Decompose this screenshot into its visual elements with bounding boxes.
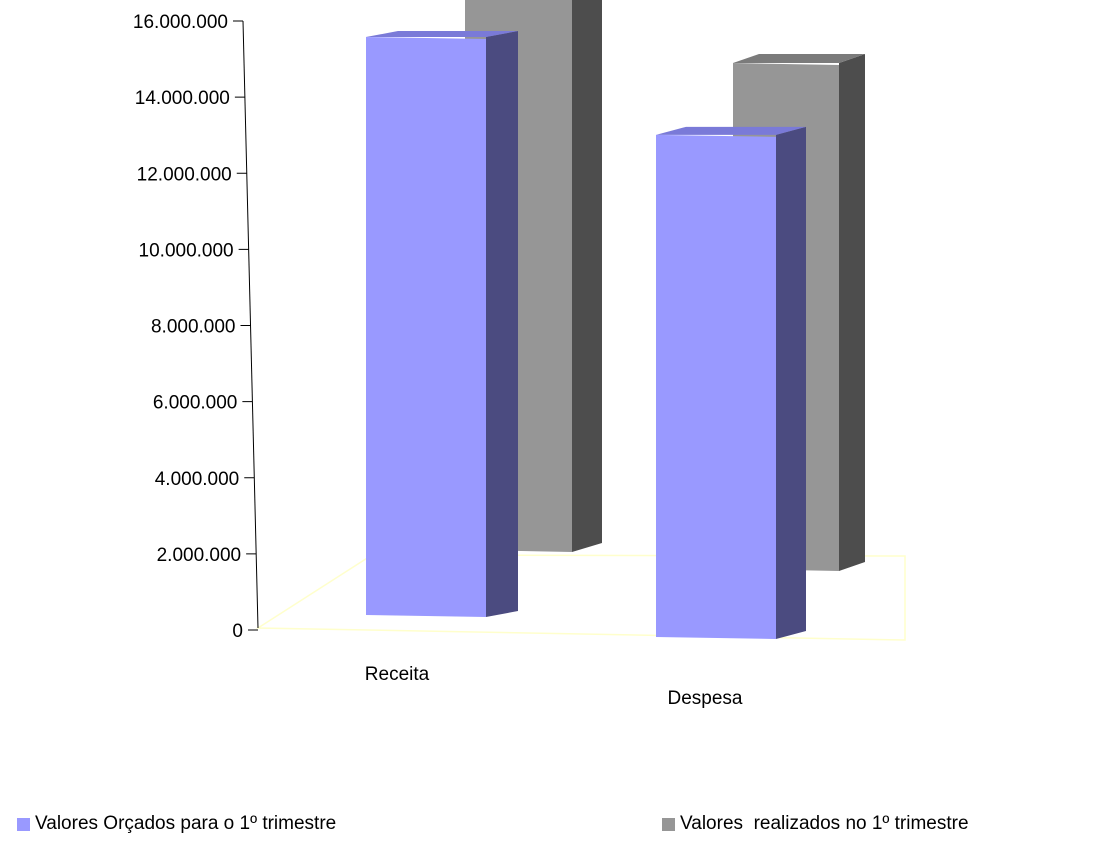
bar-side-face bbox=[776, 126, 806, 639]
legend-swatch-realizados bbox=[662, 817, 675, 831]
bar-side-face bbox=[486, 31, 518, 617]
y-tick-label: 14.000.000 bbox=[135, 88, 230, 109]
y-tick-label: 12.000.000 bbox=[137, 164, 232, 185]
bar-orcados-receita bbox=[366, 31, 518, 617]
legend-item-orcados: Valores Orçados para o 1º trimestre bbox=[17, 813, 336, 835]
legend-label-orcados: Valores Orçados para o 1º trimestre bbox=[35, 813, 337, 834]
legend-swatch-orcados bbox=[17, 817, 30, 831]
legend-item-realizados: Valores realizados no 1º trimestre bbox=[662, 813, 969, 835]
bar-top-face bbox=[366, 31, 518, 37]
y-tick-label: 16.000.000 bbox=[133, 12, 228, 33]
legend-label-realizados: Valores realizados no 1º trimestre bbox=[680, 813, 969, 834]
bar-front-face bbox=[656, 134, 776, 639]
bar-top-face bbox=[656, 126, 806, 135]
y-tick-label: 4.000.000 bbox=[155, 469, 240, 490]
category-labels: Receita Despesa bbox=[365, 664, 743, 709]
y-tick-label: 8.000.000 bbox=[151, 317, 236, 338]
bar-orcados-despesa bbox=[656, 126, 806, 639]
y-tick-label: 10.000.000 bbox=[139, 240, 234, 261]
y-axis: 0 2.000.000 4.000.000 6.000.000 8.000.000 10.… bbox=[133, 12, 259, 642]
y-tick-label: 0 bbox=[232, 621, 243, 642]
bar-front-face bbox=[366, 37, 486, 617]
bar-side-face bbox=[572, 0, 602, 552]
bars bbox=[366, 0, 865, 639]
y-axis-line bbox=[242, 20, 259, 629]
bar-side-face bbox=[839, 54, 865, 572]
x-category-label: Receita bbox=[365, 664, 430, 685]
x-category-label: Despesa bbox=[668, 688, 743, 709]
y-tick-label: 6.000.000 bbox=[153, 393, 238, 414]
y-tick-label: 2.000.000 bbox=[157, 545, 242, 566]
bar-top-face bbox=[733, 54, 865, 64]
